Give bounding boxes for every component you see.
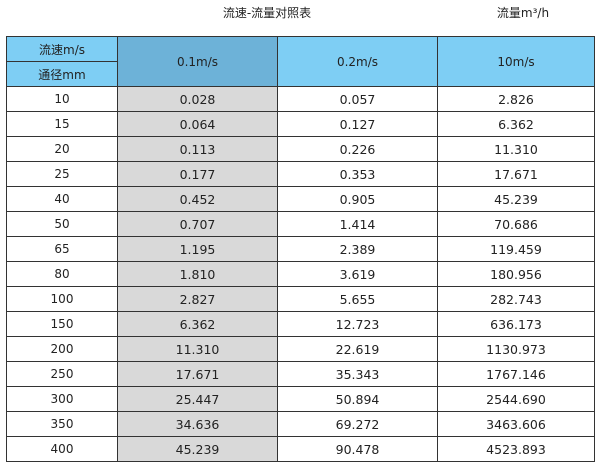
flow-cell: 0.226: [277, 136, 438, 162]
table-row: 50 0.707 1.414 70.686: [6, 211, 595, 237]
table-row: 350 34.636 69.272 3463.606: [6, 411, 595, 437]
table-row: 300 25.447 50.894 2544.690: [6, 386, 595, 412]
flow-cell: 6.362: [117, 311, 278, 337]
flow-cell: 6.362: [437, 111, 595, 137]
flow-cell: 1.414: [277, 211, 438, 237]
table-row: 200 11.310 22.619 1130.973: [6, 336, 595, 362]
table-title: 流速-流量对照表: [222, 6, 312, 20]
flow-cell: 3463.606: [437, 411, 595, 437]
flow-rate-table: 流速m/s 0.1m/s 0.2m/s 10m/s 通径mm 10 0.028 0.…: [6, 36, 595, 462]
diameter-cell: 15: [6, 111, 118, 137]
flow-cell: 11.310: [117, 336, 278, 362]
diameter-cell: 200: [6, 336, 118, 362]
table-row: 20 0.113 0.226 11.310: [6, 136, 595, 162]
flow-cell: 0.127: [277, 111, 438, 137]
diameter-cell: 25: [6, 161, 118, 187]
flow-cell: 22.619: [277, 336, 438, 362]
diameter-cell: 10: [6, 86, 118, 112]
table-row: 100 2.827 5.655 282.743: [6, 286, 595, 312]
diameter-cell: 300: [6, 386, 118, 412]
flow-cell: 34.636: [117, 411, 278, 437]
flow-cell: 4523.893: [437, 436, 595, 462]
diameter-cell: 250: [6, 361, 118, 387]
flow-cell: 1767.146: [437, 361, 595, 387]
flow-cell: 45.239: [437, 186, 595, 212]
flow-cell: 282.743: [437, 286, 595, 312]
diameter-cell: 40: [6, 186, 118, 212]
diameter-cell: 150: [6, 311, 118, 337]
flow-cell: 0.177: [117, 161, 278, 187]
flow-cell: 2544.690: [437, 386, 595, 412]
table-row: 15 0.064 0.127 6.362: [6, 111, 595, 137]
flow-cell: 17.671: [437, 161, 595, 187]
flow-cell: 50.894: [277, 386, 438, 412]
diameter-cell: 65: [6, 236, 118, 262]
diameter-cell: 80: [6, 261, 118, 287]
unit-label: 流量m³/h: [496, 6, 550, 20]
table-row: 250 17.671 35.343 1767.146: [6, 361, 595, 387]
header-diameter-label: 通径mm: [6, 61, 118, 87]
header-col-2: 10m/s: [437, 36, 595, 87]
diameter-cell: 20: [6, 136, 118, 162]
table-row: 150 6.362 12.723 636.173: [6, 311, 595, 337]
flow-cell: 636.173: [437, 311, 595, 337]
flow-cell: 11.310: [437, 136, 595, 162]
flow-cell: 0.353: [277, 161, 438, 187]
header-velocity-label: 流速m/s: [6, 36, 118, 62]
flow-cell: 2.827: [117, 286, 278, 312]
flow-cell: 35.343: [277, 361, 438, 387]
flow-cell: 1130.973: [437, 336, 595, 362]
flow-cell: 2.389: [277, 236, 438, 262]
flow-cell: 70.686: [437, 211, 595, 237]
table-row: 10 0.028 0.057 2.826: [6, 86, 595, 112]
flow-cell: 0.452: [117, 186, 278, 212]
flow-cell: 0.113: [117, 136, 278, 162]
flow-cell: 180.956: [437, 261, 595, 287]
flow-cell: 0.064: [117, 111, 278, 137]
diameter-cell: 400: [6, 436, 118, 462]
flow-cell: 3.619: [277, 261, 438, 287]
flow-cell: 1.810: [117, 261, 278, 287]
flow-cell: 5.655: [277, 286, 438, 312]
header-col-1: 0.2m/s: [277, 36, 438, 87]
header-row-2: 通径mm: [6, 61, 595, 87]
flow-cell: 17.671: [117, 361, 278, 387]
flow-cell: 90.478: [277, 436, 438, 462]
flow-cell: 0.028: [117, 86, 278, 112]
table-row: 80 1.810 3.619 180.956: [6, 261, 595, 287]
flow-cell: 0.905: [277, 186, 438, 212]
flow-cell: 119.459: [437, 236, 595, 262]
header-row: 流速m/s 0.1m/s 0.2m/s 10m/s: [6, 36, 595, 87]
diameter-cell: 350: [6, 411, 118, 437]
table-row: 25 0.177 0.353 17.671: [6, 161, 595, 187]
flow-cell: 25.447: [117, 386, 278, 412]
flow-cell: 69.272: [277, 411, 438, 437]
flow-cell: 2.826: [437, 86, 595, 112]
flow-cell: 0.707: [117, 211, 278, 237]
flow-cell: 12.723: [277, 311, 438, 337]
diameter-cell: 50: [6, 211, 118, 237]
flow-cell: 0.057: [277, 86, 438, 112]
table-row: 65 1.195 2.389 119.459: [6, 236, 595, 262]
table-row: 40 0.452 0.905 45.239: [6, 186, 595, 212]
flow-cell: 45.239: [117, 436, 278, 462]
diameter-cell: 100: [6, 286, 118, 312]
table-row: 400 45.239 90.478 4523.893: [6, 436, 595, 462]
flow-cell: 1.195: [117, 236, 278, 262]
header-col-0: 0.1m/s: [117, 36, 278, 87]
